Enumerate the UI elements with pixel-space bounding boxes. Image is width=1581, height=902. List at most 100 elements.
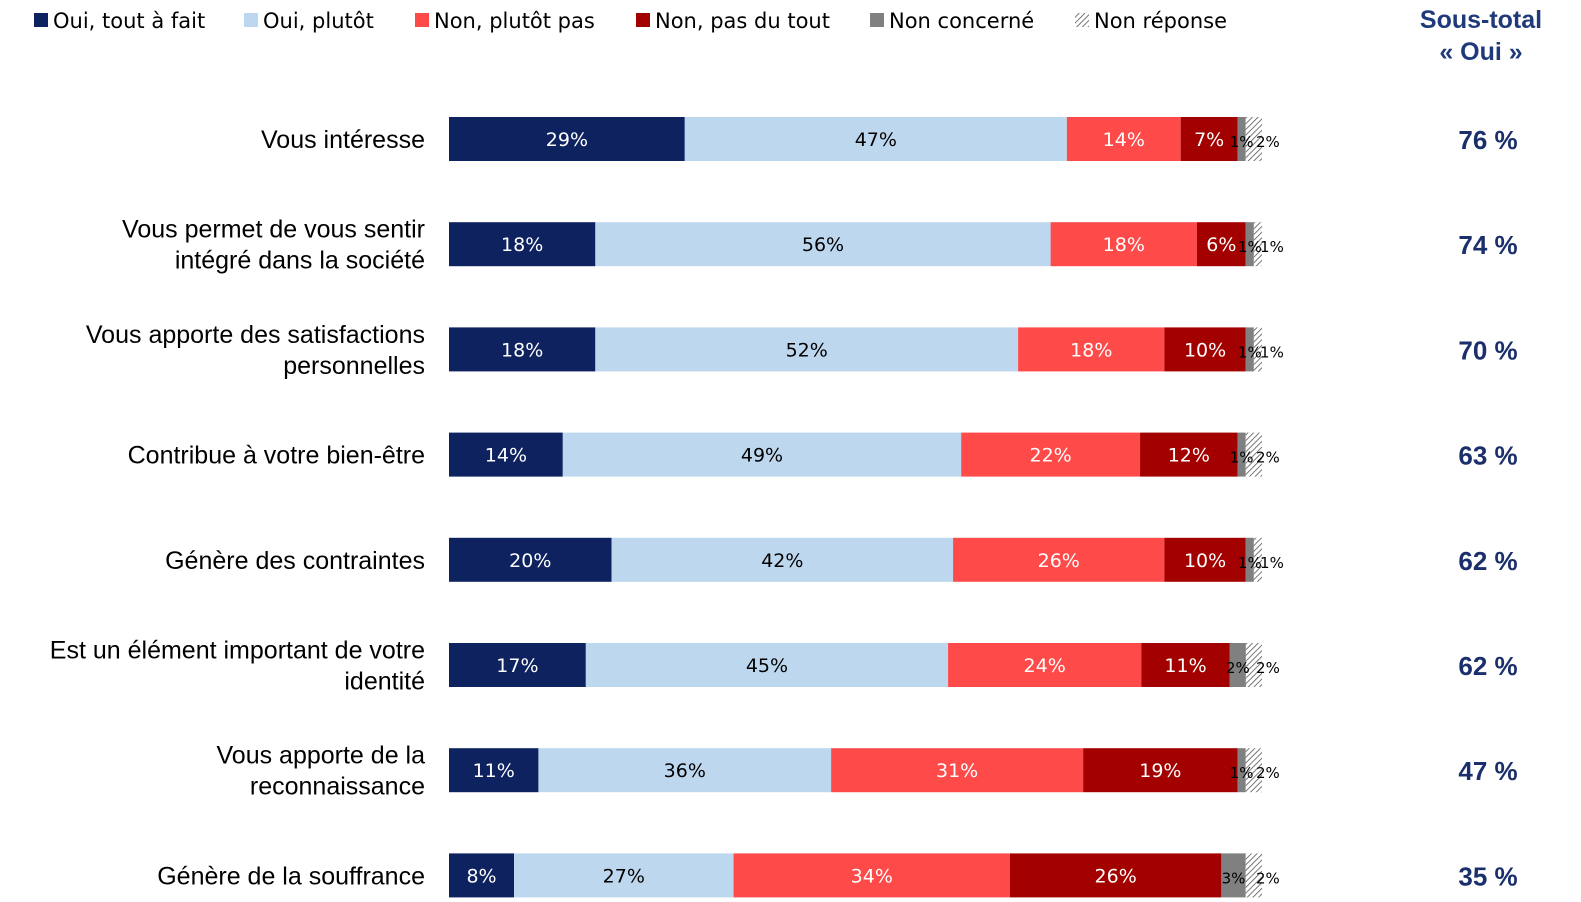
category-label: Vous intéresse: [261, 126, 425, 154]
bar-segment-5: [1245, 853, 1262, 898]
bar-value-label-5: 2%: [1256, 133, 1280, 151]
legend-label-3: Non, pas du tout: [655, 9, 830, 33]
bar-row-4: Génère des contraintes 20% 42% 26% 10% 1%1% 62…: [165, 537, 1518, 582]
category-label: personnelles: [283, 352, 425, 380]
bar-segment-0: [449, 643, 586, 687]
bar-value-label-1: 52%: [786, 339, 828, 361]
bar-segment-5: [1253, 327, 1262, 372]
bar-row-0: Vous intéresse 29% 47% 14% 7% 1% 2% 76 %: [261, 117, 1518, 161]
bar-value-label-4: 1%: [1230, 764, 1254, 782]
bar-segment-4: [1229, 643, 1246, 687]
bar-row-5: Est un élément important de votre identit…: [50, 637, 1518, 696]
bar-segment-5: [1245, 748, 1262, 793]
subtotal-title-line-0: Sous-total: [1420, 6, 1542, 34]
bar-value-label-1: 49%: [741, 445, 783, 467]
bar-segment-0: [449, 748, 539, 793]
category-label: intégré dans la société: [175, 247, 425, 275]
bar-value-label-5: 2%: [1256, 764, 1280, 782]
bar-value-label-4: 1%: [1230, 133, 1254, 151]
bar-segment-1: [585, 643, 949, 687]
bar-segment-0: [449, 327, 596, 372]
bar-segment-2: [953, 537, 1165, 582]
legend-label-1: Oui, plutôt: [263, 9, 374, 33]
bar-value-label-1: 27%: [603, 865, 645, 887]
legend-label-4: Non concerné: [889, 9, 1034, 33]
bar-segment-4: [1245, 222, 1254, 267]
bar-value-label-2: 31%: [936, 760, 978, 782]
legend: Oui, tout à fait Oui, plutôt Non, plutôt p…: [34, 9, 1227, 33]
bar-segment-0: [449, 117, 685, 161]
bar-value-label-2: 18%: [1070, 339, 1112, 361]
category-label: Vous apporte des satisfactions: [86, 321, 425, 349]
bar-segment-5: [1245, 432, 1262, 477]
bar-value-label-1: 36%: [664, 760, 706, 782]
bar-value-label-3: 6%: [1206, 234, 1236, 256]
bar-value-label-4: 1%: [1238, 343, 1262, 361]
bar-value-label-1: 45%: [746, 655, 788, 677]
bar-segment-4: [1221, 853, 1246, 898]
bar-value-label-4: 1%: [1238, 238, 1262, 256]
bar-value-label-0: 17%: [496, 655, 538, 677]
bar-segment-3: [1009, 853, 1222, 898]
bar-segment-4: [1237, 432, 1246, 477]
bar-value-label-3: 12%: [1168, 445, 1210, 467]
legend-label-0: Oui, tout à fait: [53, 9, 205, 33]
bar-value-label-0: 20%: [509, 550, 551, 572]
subtotal-value: 62 %: [1458, 651, 1517, 681]
bar-segment-2: [831, 748, 1084, 793]
bar-segment-2: [948, 643, 1142, 687]
category-label: Vous permet de vous sentir: [122, 216, 425, 244]
bar-segment-2: [1018, 327, 1165, 372]
bar-segment-3: [1164, 537, 1246, 582]
bar-rows: Vous intéresse 29% 47% 14% 7% 1% 2% 76 %Vous pe…: [50, 117, 1518, 898]
bar-row-1: Vous permet de vous sentir intégré dans l…: [122, 216, 1518, 275]
category-label: Génère des contraintes: [165, 547, 425, 575]
legend-label-5: Non réponse: [1094, 9, 1227, 33]
subtotal-value: 70 %: [1458, 335, 1517, 365]
bar-value-label-0: 18%: [501, 339, 543, 361]
bar-segment-2: [733, 853, 1010, 898]
category-label: Contribue à votre bien-être: [128, 442, 425, 470]
bar-value-label-4: 2%: [1226, 659, 1250, 677]
subtotal-value: 74 %: [1458, 230, 1517, 260]
bar-value-label-3: 7%: [1194, 129, 1224, 151]
subtotal-value: 47 %: [1458, 756, 1517, 786]
bar-value-label-5: 2%: [1256, 659, 1280, 677]
bar-value-label-1: 56%: [802, 234, 844, 256]
bar-segment-1: [611, 537, 954, 582]
legend-swatch-4: [870, 13, 884, 27]
bar-row-2: Vous apporte des satisfactions personnell…: [86, 321, 1518, 380]
bar-segment-2: [961, 432, 1141, 477]
subtotal-value: 76 %: [1458, 125, 1517, 155]
bar-value-label-4: 1%: [1238, 554, 1262, 572]
subtotal-value: 63 %: [1458, 441, 1517, 471]
bar-value-label-3: 10%: [1184, 339, 1226, 361]
bar-segment-0: [449, 853, 515, 898]
legend-swatch-1: [244, 13, 258, 27]
bar-segment-3: [1164, 327, 1246, 372]
bar-segment-1: [538, 748, 832, 793]
bar-value-label-5: 2%: [1256, 449, 1280, 467]
bar-segment-4: [1237, 748, 1246, 793]
bar-row-3: Contribue à votre bien-être 14% 49% 22% 12% 1…: [128, 432, 1518, 477]
bar-value-label-0: 29%: [546, 129, 588, 151]
bar-value-label-5: 2%: [1256, 869, 1280, 887]
bar-value-label-0: 14%: [485, 445, 527, 467]
legend-swatch-2: [415, 13, 429, 27]
category-label: reconnaissance: [250, 773, 425, 801]
subtotal-header: Sous-total « Oui »: [1420, 6, 1542, 66]
legend-swatch-3: [636, 13, 650, 27]
subtotal-value: 35 %: [1458, 861, 1517, 891]
legend-label-2: Non, plutôt pas: [434, 9, 595, 33]
category-label: Est un élément important de votre: [50, 637, 425, 665]
bar-value-label-2: 34%: [851, 865, 893, 887]
bar-segment-2: [1050, 222, 1197, 267]
bar-value-label-1: 42%: [761, 550, 803, 572]
bar-segment-1: [684, 117, 1067, 161]
bar-value-label-0: 8%: [466, 865, 496, 887]
bar-segment-1: [595, 327, 1019, 372]
bar-row-7: Génère de la souffrance 8% 27% 34% 26% 3% 2% 35…: [157, 853, 1518, 898]
bar-value-label-4: 3%: [1222, 869, 1246, 887]
bar-value-label-5: 1%: [1260, 554, 1284, 572]
